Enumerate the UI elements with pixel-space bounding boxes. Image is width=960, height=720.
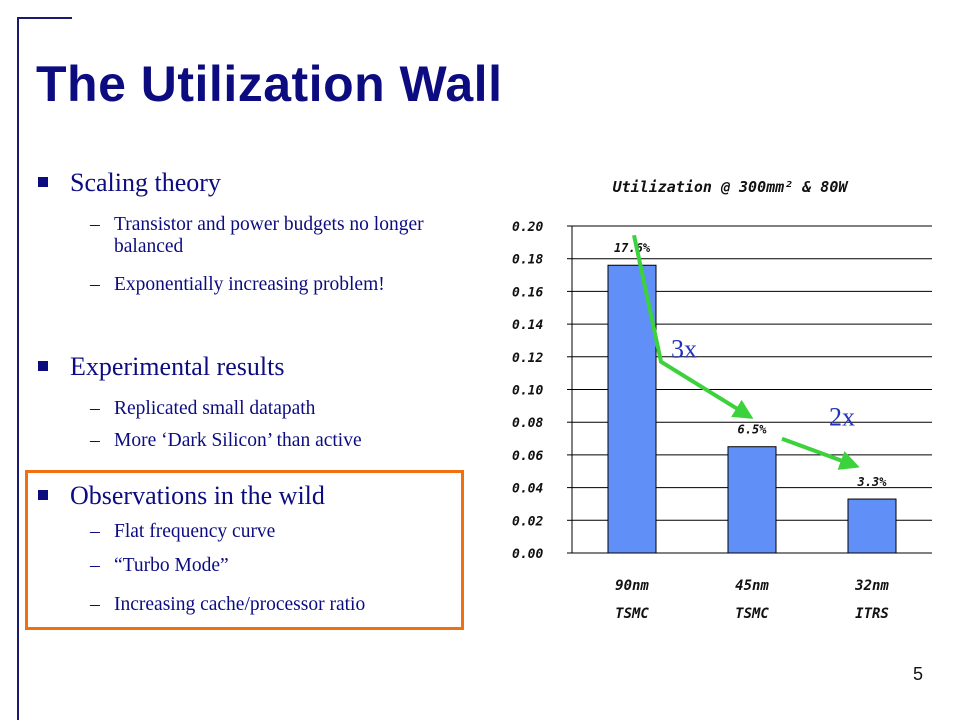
- bar: [727, 446, 777, 554]
- y-tick-label: 0.02: [512, 514, 543, 529]
- y-axis: 0.00 0.02 0.04 0.06 0.08 0.10 0.12 0.14 0.16 0.18…: [512, 220, 573, 562]
- x-tick-label: ITRS: [855, 606, 889, 622]
- bar: [847, 498, 897, 554]
- bar: [607, 264, 657, 554]
- chart-title: Utilization @ 300mm² & 80W: [613, 178, 850, 196]
- highlight-box: [25, 470, 464, 630]
- sub-bullet-text: Exponentially increasing problem!: [114, 274, 385, 295]
- arrow: [781, 436, 860, 470]
- y-tick-label: 0.08: [512, 416, 543, 431]
- dash-marker: –: [90, 398, 100, 419]
- arrow: [632, 234, 754, 419]
- bullet-label: Observations in the wild: [70, 481, 325, 510]
- dash-marker: –: [90, 430, 100, 451]
- bullet-label: Scaling theory: [70, 168, 221, 197]
- x-tick-label: 90nm: [615, 578, 649, 594]
- x-axis: 90nm TSMC 45nm TSMC 32nm ITRS: [572, 552, 932, 622]
- data-label: 17.6%: [614, 241, 651, 255]
- y-tick-label: 0.14: [512, 318, 543, 333]
- data-label: 3.3%: [857, 475, 888, 489]
- x-tick-label: TSMC: [735, 606, 769, 622]
- annotation-label: 3x: [671, 335, 697, 364]
- bullet-label: Experimental results: [70, 352, 285, 381]
- sub-bullet-text: Transistor and power budgets no longer b…: [114, 214, 424, 257]
- y-tick-label: 0.12: [512, 351, 543, 366]
- annotation-label: 2x: [829, 403, 855, 432]
- y-tick-label: 0.20: [512, 220, 543, 235]
- dash-marker: –: [90, 214, 100, 235]
- dash-marker: –: [90, 274, 100, 295]
- slide-title: The Utilization Wall: [36, 56, 503, 112]
- y-tick-label: 0.00: [512, 547, 543, 562]
- sub-bullet-text: “Turbo Mode”: [114, 555, 229, 576]
- bars: 17.6% 6.5% 3.3%: [607, 241, 897, 554]
- y-tick-label: 0.06: [512, 449, 543, 464]
- x-tick-label: 45nm: [735, 578, 769, 594]
- annotations: 3x 2x: [632, 234, 860, 470]
- sub-bullet-text: More ‘Dark Silicon’ than active: [114, 430, 362, 451]
- page-number: 5: [913, 664, 924, 684]
- y-tick-label: 0.10: [512, 384, 543, 399]
- sub-bullet-text: Flat frequency curve: [114, 521, 276, 542]
- square-bullet-icon: [38, 490, 48, 500]
- y-tick-label: 0.04: [512, 482, 543, 497]
- square-bullet-icon: [38, 361, 48, 371]
- frame-top-border: [17, 17, 72, 19]
- frame-left-border: [17, 17, 19, 720]
- dash-marker: –: [90, 594, 100, 615]
- y-tick-label: 0.16: [512, 285, 543, 300]
- x-tick-label: 32nm: [854, 578, 889, 594]
- y-tick-label: 0.18: [512, 253, 543, 268]
- data-label: 6.5%: [738, 423, 768, 437]
- square-bullet-icon: [38, 177, 48, 187]
- dash-marker: –: [90, 521, 100, 542]
- dash-marker: –: [90, 555, 100, 576]
- sub-bullet-text: Replicated small datapath: [114, 398, 316, 419]
- sub-bullet-text: Increasing cache/processor ratio: [114, 594, 366, 615]
- x-tick-label: TSMC: [615, 606, 649, 622]
